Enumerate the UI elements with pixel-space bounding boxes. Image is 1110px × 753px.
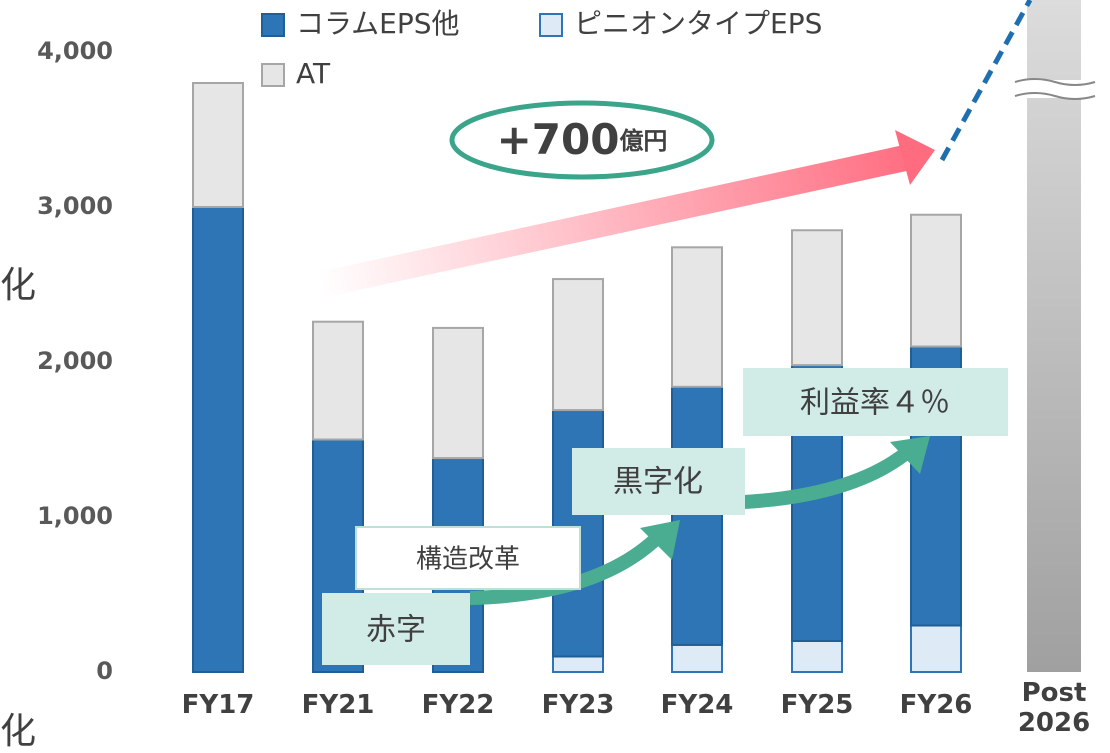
bar-segment — [552, 278, 604, 412]
cropped-text: 化 — [0, 265, 36, 306]
bar-segment — [671, 246, 723, 388]
margin-label: 利益率４％ — [800, 386, 950, 421]
bar-segment — [671, 643, 723, 673]
bar-segment — [432, 326, 484, 460]
profit-label: 黒字化 — [613, 465, 703, 500]
bar-segment — [910, 213, 962, 348]
bar-segment — [671, 385, 723, 646]
dashed-line — [939, 0, 1033, 162]
x-tick-label: Post 2026 — [1017, 678, 1091, 738]
curve-arrow — [719, 444, 915, 510]
cropped-text: 化 — [0, 711, 36, 752]
deficit-label: 赤字 — [366, 613, 426, 648]
curve-arrow — [469, 529, 665, 605]
y-tick-label: 0 — [96, 657, 113, 685]
bar-segment — [910, 624, 962, 673]
bar-segment — [192, 82, 244, 208]
reform-label: 構造改革 — [416, 545, 520, 575]
profit-box — [572, 448, 745, 515]
x-tick-label: FY17 — [181, 690, 255, 720]
legend-label: ピニオンタイプEPS — [574, 7, 822, 40]
curve-arrow-head — [890, 436, 930, 474]
growth-amount: +700 — [497, 115, 620, 164]
bar-segment — [552, 655, 604, 673]
growth-label: +700億円 — [497, 115, 668, 164]
axis-break-lines — [1014, 78, 1096, 100]
growth-ellipse — [449, 100, 715, 180]
legend-swatch — [539, 13, 563, 37]
y-tick-label: 1,000 — [37, 502, 113, 530]
curve-arrow-head — [640, 520, 680, 560]
x-tick-label: FY26 — [899, 690, 973, 720]
x-tick-label: FY21 — [301, 690, 375, 720]
deficit-box — [322, 593, 470, 665]
legend-label: AT — [296, 57, 331, 90]
y-tick-label: 2,000 — [37, 347, 113, 375]
x-tick-label: FY22 — [421, 690, 495, 720]
margin-box — [743, 368, 1008, 436]
bar-segment — [312, 320, 364, 441]
x-tick-label: FY24 — [660, 690, 734, 720]
post-bar — [1027, 0, 1081, 672]
legend-label: コラムEPS他 — [296, 7, 460, 40]
growth-arrow — [317, 145, 908, 298]
bar-segment — [791, 640, 843, 673]
x-tick-label: FY25 — [780, 690, 854, 720]
y-tick-label: 3,000 — [37, 192, 113, 220]
legend-swatch — [261, 63, 285, 87]
y-tick-label: 4,000 — [37, 37, 113, 65]
bar-segment — [791, 229, 843, 367]
growth-arrow-head — [895, 130, 935, 185]
legend-swatch — [261, 13, 285, 37]
growth-unit: 億円 — [619, 127, 667, 155]
reform-box — [355, 526, 581, 590]
x-tick-label: FY23 — [541, 690, 615, 720]
bar-segment — [192, 206, 244, 673]
